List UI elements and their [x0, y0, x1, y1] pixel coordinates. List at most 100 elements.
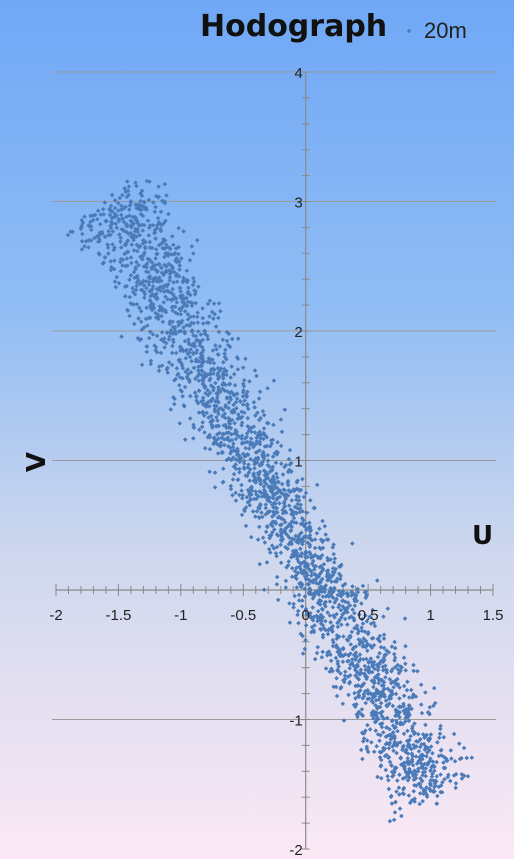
- scatter-point: [144, 285, 149, 291]
- scatter-point: [253, 480, 259, 485]
- scatter-point: [248, 436, 254, 441]
- scatter-point: [414, 739, 419, 744]
- scatter-point: [263, 502, 269, 507]
- scatter-point: [383, 652, 389, 658]
- y-tick-label: 2: [294, 324, 302, 341]
- scatter-point: [393, 691, 399, 697]
- y-tick-label: -2: [289, 842, 302, 859]
- scatter-point: [336, 588, 342, 594]
- scatter-point: [312, 571, 317, 577]
- scatter-point: [88, 227, 94, 233]
- scatter-point: [112, 205, 118, 211]
- scatter-point: [261, 484, 267, 489]
- scatter-point: [367, 614, 372, 620]
- scatter-point: [416, 758, 421, 764]
- scatter-point: [302, 594, 308, 599]
- scatter-point: [173, 376, 178, 382]
- scatter-point: [216, 376, 221, 382]
- scatter-point: [423, 722, 428, 728]
- scatter-point: [452, 759, 458, 764]
- scatter-point: [331, 684, 336, 690]
- scatter-point: [320, 635, 326, 640]
- scatter-point: [328, 652, 333, 658]
- scatter-point: [178, 348, 183, 354]
- scatter-point: [334, 636, 340, 641]
- scatter-point: [265, 471, 270, 477]
- scatter-point: [187, 354, 193, 360]
- scatter-point: [408, 733, 413, 739]
- scatter-point: [386, 777, 391, 783]
- scatter-point: [228, 418, 233, 423]
- scatter-point: [184, 268, 190, 273]
- scatter-point: [374, 578, 380, 583]
- scatter-point: [294, 585, 300, 590]
- scatter-point: [125, 238, 131, 243]
- scatter-point: [116, 216, 121, 222]
- scatter-point: [253, 477, 259, 483]
- scatter-point: [459, 755, 464, 761]
- scatter-point: [127, 313, 132, 319]
- scatter-point: [278, 550, 284, 556]
- x-tick-label: -2: [49, 607, 62, 624]
- scatter-point: [256, 475, 261, 481]
- scatter-point: [403, 769, 409, 775]
- scatter-point: [199, 424, 205, 430]
- scatter-point: [451, 773, 457, 778]
- scatter-point: [359, 712, 364, 717]
- scatter-point: [108, 208, 114, 213]
- scatter-point: [395, 728, 400, 734]
- scatter-point: [387, 740, 393, 746]
- scatter-point: [188, 393, 193, 399]
- scatter-point: [165, 253, 171, 259]
- scatter-point: [118, 212, 124, 218]
- scatter-point: [352, 603, 358, 608]
- scatter-point: [332, 579, 338, 584]
- scatter-point: [342, 581, 348, 587]
- scatter-point: [305, 563, 311, 568]
- x-axis-label: U: [472, 521, 493, 551]
- scatter-point: [241, 390, 246, 395]
- scatter-point: [258, 436, 263, 441]
- scatter-point: [177, 285, 183, 291]
- scatter-point: [298, 521, 304, 527]
- scatter-point: [330, 604, 336, 610]
- scatter-point: [387, 726, 392, 732]
- scatter-point: [281, 487, 287, 492]
- scatter-point: [336, 664, 342, 669]
- y-axis-label: V: [22, 452, 52, 472]
- y-tick-label: 3: [294, 195, 302, 212]
- x-tick-label: -0.5: [230, 607, 256, 624]
- scatter-point: [205, 333, 210, 339]
- scatter-point: [98, 212, 104, 217]
- scatter-point: [428, 778, 433, 783]
- scatter-point: [355, 630, 361, 636]
- scatter-point: [188, 300, 193, 305]
- scatter-point: [216, 385, 221, 390]
- scatter-point: [167, 278, 173, 283]
- scatter-point: [375, 774, 380, 780]
- scatter-point: [245, 465, 251, 470]
- scatter-point: [257, 389, 263, 395]
- scatter-point: [386, 696, 392, 702]
- scatter-point: [195, 310, 200, 315]
- scatter-point: [465, 773, 471, 779]
- scatter-point: [375, 732, 381, 737]
- scatter-point: [372, 666, 378, 672]
- scatter-point: [292, 568, 298, 574]
- scatter-point: [386, 786, 392, 792]
- scatter-point: [314, 580, 319, 586]
- scatter-point: [325, 610, 330, 615]
- scatter-point: [397, 772, 402, 778]
- scatter-point: [347, 635, 353, 640]
- scatter-point: [315, 644, 321, 650]
- scatter-point: [277, 494, 283, 500]
- scatter-point: [347, 603, 353, 608]
- scatter-point: [287, 620, 293, 625]
- scatter-point: [120, 192, 125, 198]
- scatter-point: [401, 683, 407, 689]
- scatter-point: [274, 485, 280, 491]
- scatter-point: [216, 411, 221, 417]
- scatter-point: [325, 652, 330, 658]
- scatter-point: [124, 214, 129, 220]
